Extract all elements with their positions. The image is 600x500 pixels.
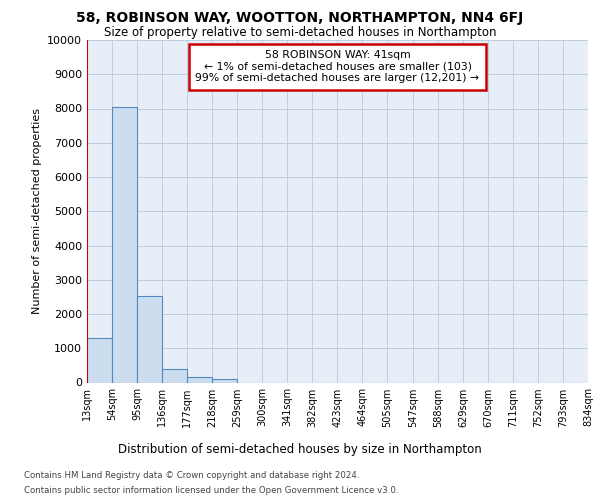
Text: Contains public sector information licensed under the Open Government Licence v3: Contains public sector information licen… xyxy=(24,486,398,495)
Bar xyxy=(112,107,137,382)
Text: 58 ROBINSON WAY: 41sqm
← 1% of semi-detached houses are smaller (103)
99% of sem: 58 ROBINSON WAY: 41sqm ← 1% of semi-deta… xyxy=(196,50,479,84)
Y-axis label: Number of semi-detached properties: Number of semi-detached properties xyxy=(32,108,41,314)
Bar xyxy=(212,379,237,382)
Text: Size of property relative to semi-detached houses in Northampton: Size of property relative to semi-detach… xyxy=(104,26,496,39)
Text: Contains HM Land Registry data © Crown copyright and database right 2024.: Contains HM Land Registry data © Crown c… xyxy=(24,471,359,480)
Text: Distribution of semi-detached houses by size in Northampton: Distribution of semi-detached houses by … xyxy=(118,442,482,456)
Bar xyxy=(187,376,212,382)
Bar xyxy=(162,369,187,382)
Bar xyxy=(87,338,112,382)
Text: 58, ROBINSON WAY, WOOTTON, NORTHAMPTON, NN4 6FJ: 58, ROBINSON WAY, WOOTTON, NORTHAMPTON, … xyxy=(76,11,524,25)
Bar xyxy=(137,296,162,382)
